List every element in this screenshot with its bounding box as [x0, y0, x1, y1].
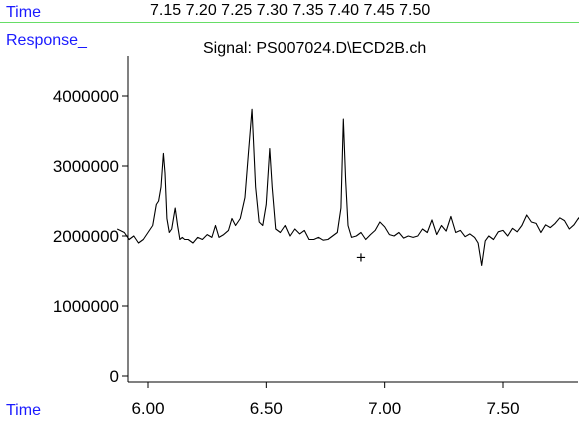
y-tick-label: 0 — [110, 367, 119, 386]
x-tick-label: 7.00 — [368, 399, 401, 418]
signal-line — [116, 108, 579, 266]
signal-trace — [116, 108, 579, 266]
marker-layer: + — [356, 248, 366, 267]
bottom-time-label: Time — [6, 402, 41, 419]
signal-title: Signal: PS007024.D\ECD2B.ch — [203, 40, 427, 57]
top-time-row: Time 7.15 7.20 7.25 7.30 7.35 7.40 7.45 … — [0, 0, 579, 23]
y-tick-label: 4000000 — [53, 87, 119, 106]
x-tick-label: 7.50 — [486, 399, 519, 418]
plus-marker: + — [356, 248, 366, 267]
axes: 0 1000000 2000000 3000000 4000000 6.00 6.50 7.0… — [53, 56, 578, 418]
y-tick-label: 2000000 — [53, 227, 119, 246]
top-time-label: Time — [6, 4, 41, 21]
top-time-values: 7.15 7.20 7.25 7.30 7.35 7.40 7.45 7.50 — [150, 2, 431, 19]
x-tick-label: 6.50 — [250, 399, 283, 418]
response-label: Response_ — [6, 32, 87, 49]
y-tick-label: 3000000 — [53, 157, 119, 176]
y-tick-label: 1000000 — [53, 297, 119, 316]
x-tick-label: 6.00 — [131, 399, 164, 418]
